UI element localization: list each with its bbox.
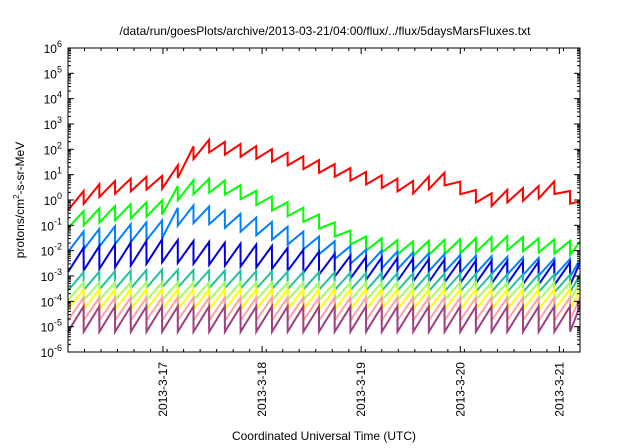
- y-tick-label-base: 10: [44, 194, 58, 208]
- series-line-1: [67, 137, 581, 211]
- y-tick-label-exponent: -3: [54, 267, 62, 277]
- y-tick-label-base: 10: [41, 346, 55, 360]
- y-axis-label-base: protons/cm: [13, 199, 27, 258]
- series-line-5: [67, 266, 581, 297]
- plot-frame: [67, 47, 581, 353]
- y-tick-label-base: 10: [41, 295, 55, 309]
- y-tick-label-exponent: -5: [54, 318, 62, 328]
- y-tick-labels: 10-610-510-410-310-210-11001011021031041…: [41, 39, 62, 360]
- y-tick-label-base: 10: [41, 270, 55, 284]
- x-tick-label: 2013-3-17: [156, 362, 170, 417]
- y-tick-label-base: 10: [41, 219, 55, 233]
- y-tick-label-base: 10: [44, 67, 58, 81]
- y-tick-label-exponent: 4: [57, 90, 62, 100]
- y-tick-label: 105: [44, 64, 62, 81]
- y-axis-label: protons/cm2-s-sr-MeV: [12, 142, 27, 258]
- y-tick-label: 10-4: [41, 292, 62, 309]
- y-tick-label-exponent: 0: [57, 191, 62, 201]
- y-tick-label-exponent: -1: [54, 216, 62, 226]
- y-tick-label-exponent: 6: [57, 39, 62, 49]
- y-axis-label-rest: -s-sr-MeV: [13, 142, 27, 195]
- y-axis-label-sup: 2: [12, 194, 21, 199]
- y-tick-label-exponent: 5: [57, 64, 62, 74]
- y-tick-label-base: 10: [41, 321, 55, 335]
- y-tick-label: 101: [44, 166, 62, 183]
- y-tick-label: 10-3: [41, 267, 62, 284]
- y-tick-label-base: 10: [44, 42, 58, 56]
- y-tick-label-base: 10: [44, 118, 58, 132]
- x-tick-label: 2013-3-20: [453, 362, 467, 417]
- y-tick-label: 106: [44, 39, 62, 56]
- y-tick-marks: [68, 47, 580, 353]
- y-tick-label: 103: [44, 115, 62, 132]
- series-line-7: [67, 286, 581, 313]
- x-tick-label: 2013-3-19: [354, 362, 368, 417]
- x-tick-marks: [67, 48, 581, 352]
- y-tick-label-base: 10: [44, 143, 58, 157]
- y-tick-label-exponent: -2: [54, 242, 62, 252]
- y-tick-label-base: 10: [44, 93, 58, 107]
- series-layer: [67, 137, 581, 336]
- y-tick-label-exponent: -4: [54, 292, 62, 302]
- x-tick-label: 2013-3-21: [552, 362, 566, 417]
- y-tick-label: 102: [44, 140, 62, 157]
- series-line-6: [67, 279, 581, 304]
- y-tick-label-base: 10: [44, 169, 58, 183]
- chart-title: /data/run/goesPlots/archive/2013-03-21/0…: [120, 24, 532, 38]
- x-tick-label: 2013-3-18: [255, 362, 269, 417]
- y-tick-label-base: 10: [41, 245, 55, 259]
- series-line-4: [67, 235, 581, 289]
- y-tick-label-exponent: 1: [57, 166, 62, 176]
- series-line-3: [67, 202, 581, 281]
- y-tick-label: 10-1: [41, 216, 62, 233]
- plot-area: [67, 47, 581, 353]
- x-tick-labels: 2013-3-17 2013-3-18 2013-3-19 2013-3-20 2013…: [156, 362, 566, 417]
- y-tick-label: 10-5: [41, 318, 62, 335]
- y-tick-label: 10-2: [41, 242, 62, 259]
- y-tick-label: 104: [44, 90, 62, 107]
- series-line-9: [67, 302, 581, 336]
- series-line-8: [67, 294, 581, 324]
- series-line-2: [67, 176, 581, 259]
- x-axis-label: Coordinated Universal Time (UTC): [232, 429, 416, 443]
- y-tick-label: 100: [44, 191, 62, 208]
- y-tick-label: 10-6: [41, 343, 62, 360]
- y-tick-label-exponent: 2: [57, 140, 62, 150]
- y-tick-label-exponent: 3: [57, 115, 62, 125]
- y-tick-label-exponent: -6: [54, 343, 62, 353]
